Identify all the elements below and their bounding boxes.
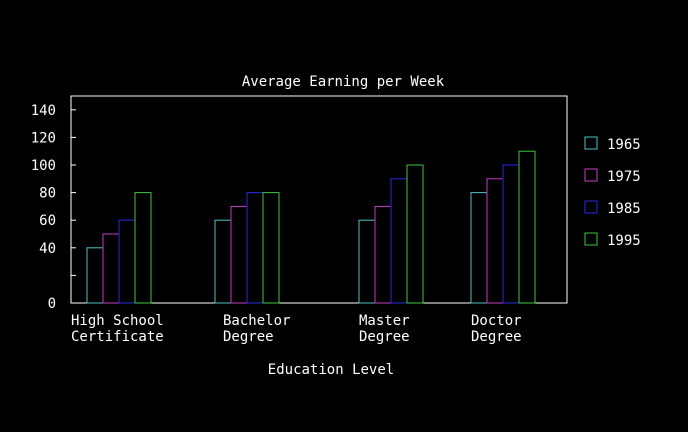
legend-label: 1985	[607, 201, 641, 217]
x-category-label: Master	[359, 313, 410, 329]
bar-1995-2	[406, 164, 424, 304]
bar-1985-1	[246, 192, 264, 304]
y-tick-label: 40	[39, 241, 56, 257]
legend-swatch-1995	[584, 232, 598, 246]
x-category-label: Bachelor	[223, 313, 290, 329]
bar-1975-2	[374, 205, 392, 304]
bar-1975-3	[486, 178, 504, 304]
legend: 1965 1975 1985 1995	[584, 136, 641, 249]
legend-label: 1965	[607, 137, 641, 153]
bar-1965-2	[358, 219, 376, 304]
legend-label: 1995	[607, 233, 641, 249]
x-axis-labels: High SchoolCertificateBachelorDegreeMast…	[71, 313, 522, 345]
bar-1975-0	[102, 233, 120, 304]
bar-1985-2	[390, 178, 408, 304]
bar-1985-0	[118, 219, 136, 304]
legend-swatch-1985	[584, 200, 598, 214]
legend-swatch-1975	[584, 168, 598, 182]
y-tick-label: 120	[31, 130, 56, 146]
y-tick-label: 0	[48, 296, 56, 312]
y-axis: 0 40 60 80 100 120 140	[31, 103, 76, 312]
x-category-label: Degree	[359, 329, 410, 345]
x-axis-title: Education Level	[268, 362, 394, 378]
plot-frame	[70, 95, 568, 304]
legend-swatch-1965	[584, 136, 598, 150]
y-tick-label: 100	[31, 158, 56, 174]
y-tick-label: 80	[39, 186, 56, 202]
x-category-label: Doctor	[471, 313, 522, 329]
y-tick-label: 60	[39, 213, 56, 229]
bar-1965-1	[214, 219, 232, 304]
bar-1995-0	[134, 192, 152, 304]
x-category-label: High School	[71, 313, 164, 329]
y-tick-label: 140	[31, 103, 56, 119]
bar-1995-1	[262, 192, 280, 304]
chart-title: Average Earning per Week	[242, 74, 445, 90]
bar-1965-3	[470, 192, 488, 304]
x-category-label: Degree	[471, 329, 522, 345]
bar-1995-3	[518, 150, 536, 304]
bar-1975-1	[230, 205, 248, 304]
bar-1985-3	[502, 164, 520, 304]
x-category-label: Degree	[223, 329, 274, 345]
bar-series-group	[86, 150, 536, 304]
x-category-label: Certificate	[71, 329, 164, 345]
bar-1965-0	[86, 247, 104, 304]
legend-label: 1975	[607, 169, 641, 185]
